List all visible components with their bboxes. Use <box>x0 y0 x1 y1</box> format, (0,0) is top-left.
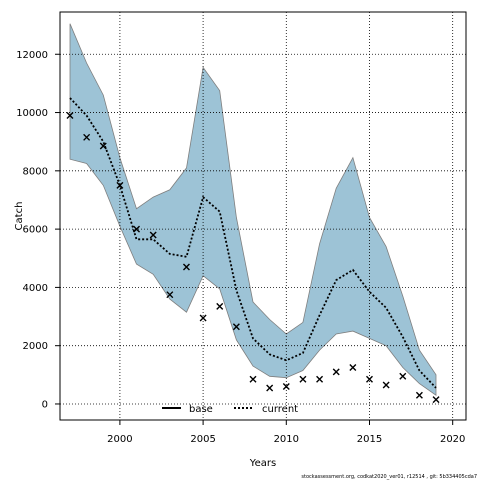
series-line-current <box>69 97 437 389</box>
observed-catch-marker <box>116 181 124 189</box>
y-tick-label: 8000 <box>23 166 48 177</box>
series-layer <box>69 97 437 389</box>
observed-catch-marker <box>66 111 74 119</box>
confidence-band-layer <box>69 23 437 396</box>
x-axis: 2000 2005 2010 2015 2020 <box>107 420 465 445</box>
confidence-band <box>69 23 437 396</box>
legend-current-label: current <box>262 404 298 415</box>
observed-catch-marker <box>332 368 340 376</box>
y-axis-title: Catch <box>14 202 25 231</box>
footer-note: stockassessment.org, codkat2020_ver01, r… <box>301 474 477 480</box>
observed-catch-marker <box>249 375 257 383</box>
y-tick-label: 10000 <box>16 108 48 119</box>
plot-frame <box>59 11 467 421</box>
observed-catch-marker <box>415 391 423 399</box>
observed-catch-marker <box>266 384 274 392</box>
observed-catch-marker <box>133 225 141 233</box>
y-tick-label: 12000 <box>16 50 48 61</box>
observed-catch-marker <box>349 364 357 372</box>
observed-catch-marker <box>199 314 207 322</box>
y-tick-label: 6000 <box>23 225 48 236</box>
x-tick-label: 2000 <box>107 434 132 445</box>
y-tick-label: 2000 <box>23 341 48 352</box>
observed-catch-marker <box>83 133 91 141</box>
x-tick-label: 2015 <box>357 434 382 445</box>
legend: base current <box>162 404 298 415</box>
observed-catch-marker <box>149 231 157 239</box>
observed-catch-marker <box>232 323 240 331</box>
observed-catch-marker <box>299 375 307 383</box>
x-axis-title: Years <box>249 458 276 469</box>
x-tick-label: 2010 <box>274 434 299 445</box>
observed-catch-marker <box>365 375 373 383</box>
x-tick-label: 2020 <box>440 434 465 445</box>
x-tick-label: 2005 <box>190 434 215 445</box>
observed-catch-layer <box>66 111 440 404</box>
observed-catch-marker <box>99 142 107 150</box>
observed-catch-marker <box>399 372 407 380</box>
y-tick-label: 4000 <box>23 283 48 294</box>
observed-catch-marker <box>282 382 290 390</box>
observed-catch-marker <box>216 302 224 310</box>
observed-catch-marker <box>182 263 190 271</box>
legend-base-label: base <box>189 404 213 415</box>
y-axis: 0 2000 4000 6000 8000 10000 12000 <box>16 50 60 410</box>
observed-catch-marker <box>382 381 390 389</box>
observed-catch-marker <box>316 375 324 383</box>
observed-catch-marker <box>432 396 440 404</box>
grid-layer <box>60 12 466 420</box>
y-tick-label: 0 <box>42 399 48 410</box>
observed-catch-marker <box>166 291 174 299</box>
